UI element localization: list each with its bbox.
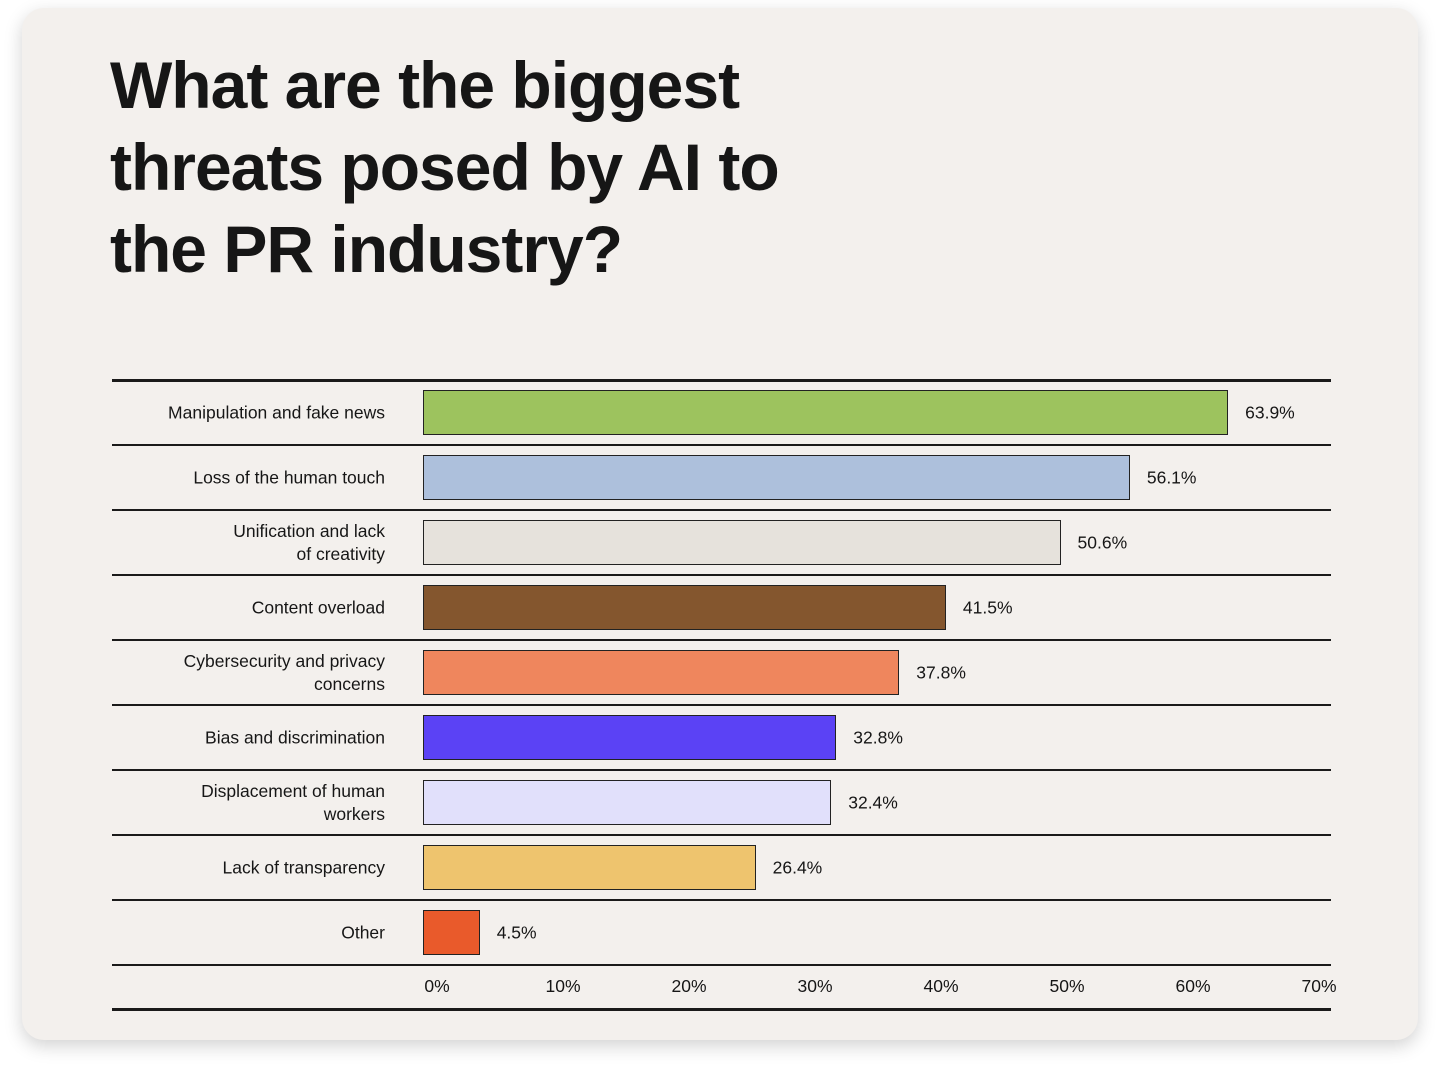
bar	[423, 390, 1229, 435]
bar	[423, 715, 837, 760]
bar	[423, 585, 946, 630]
x-tick-label: 70%	[1301, 976, 1337, 996]
row-divider	[112, 639, 1331, 641]
value-label: 26.4%	[772, 857, 823, 877]
x-tick-label: 40%	[923, 976, 959, 996]
row-divider	[112, 509, 1331, 511]
value-label: 32.4%	[848, 792, 898, 812]
category-label: Manipulation and fake news	[168, 402, 385, 422]
x-tick-label: 10%	[545, 976, 581, 996]
category-label: Loss of the human touch	[193, 467, 385, 487]
bottom-rule	[112, 1008, 1331, 1011]
bar	[423, 780, 832, 825]
value-label: 63.9%	[1245, 402, 1295, 422]
top-rule	[112, 378, 1331, 382]
category-label: Lack of transparency	[222, 857, 385, 877]
bar	[423, 650, 900, 695]
row-divider	[112, 704, 1331, 706]
row-divider	[112, 899, 1331, 901]
row-divider	[112, 574, 1331, 576]
bar	[423, 455, 1130, 500]
x-tick-label: 20%	[671, 976, 707, 996]
chart-title: What are the biggest threats posed by AI…	[110, 48, 780, 286]
row-divider	[112, 834, 1331, 836]
category-label: Other	[341, 922, 385, 942]
category-label: Bias and discrimination	[205, 727, 385, 747]
category-label: Content overload	[251, 597, 385, 617]
bar	[423, 520, 1061, 565]
category-label: Unification and lack of creativity	[233, 520, 385, 564]
value-label: 4.5%	[496, 922, 537, 942]
value-label: 50.6%	[1077, 532, 1128, 552]
row-divider	[112, 964, 1331, 966]
value-label: 37.8%	[916, 662, 966, 682]
category-label: Displacement of human workers	[201, 780, 385, 824]
x-tick-label: 30%	[797, 976, 833, 996]
value-label: 56.1%	[1146, 467, 1197, 487]
x-tick-label: 60%	[1175, 976, 1211, 996]
value-label: 32.8%	[853, 727, 903, 747]
x-tick-label: 0%	[424, 976, 450, 996]
category-label: Cybersecurity and privacy concerns	[183, 650, 385, 694]
bar	[423, 910, 480, 955]
row-divider	[112, 769, 1331, 771]
x-tick-label: 50%	[1049, 976, 1085, 996]
value-label: 41.5%	[962, 597, 1013, 617]
row-divider	[112, 444, 1331, 446]
bar	[423, 845, 756, 890]
